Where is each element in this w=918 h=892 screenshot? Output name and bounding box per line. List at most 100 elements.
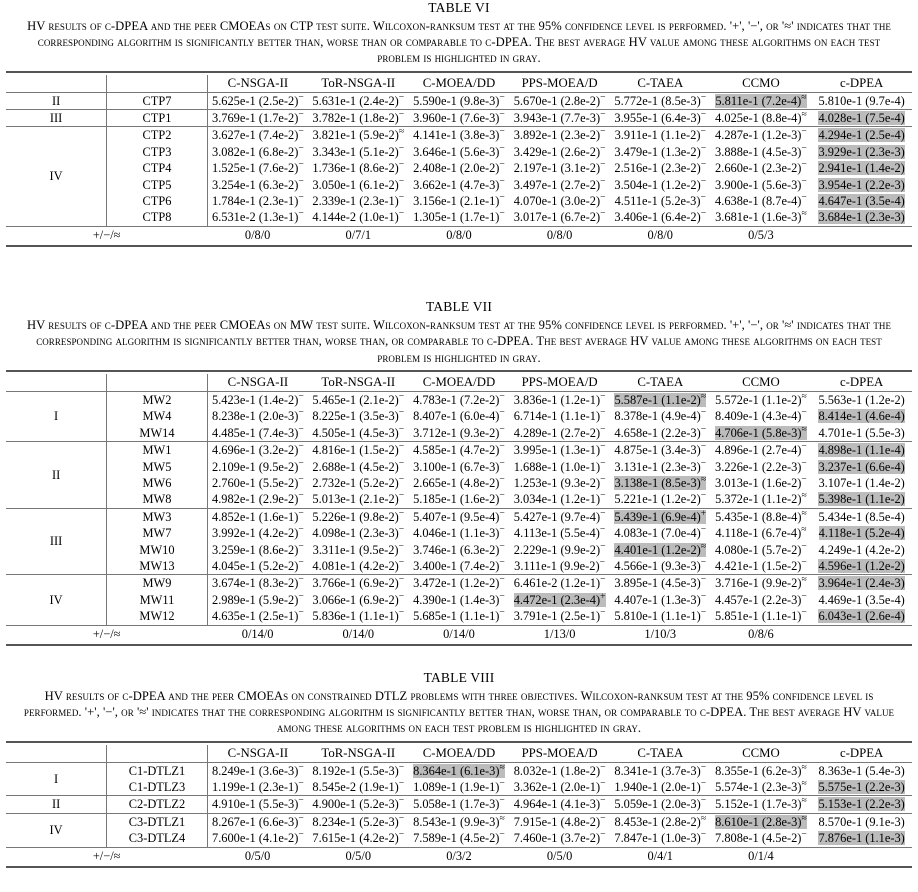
significance-marker: − [298,440,304,452]
hv-value-cell: 3.034e-1 (1.2e-1)− [509,491,610,508]
hv-value-cell: 4.028e-1 (7.5e-4) [811,109,912,127]
hv-value-cell: 2.109e-1 (9.5e-2)− [207,458,308,475]
column-header-c-dpea: c-DPEA [811,74,912,93]
hv-value: 1.940e-1 (2.0e-1)− [614,777,707,794]
hv-value-cell: 3.343e-1 (5.1e-2)− [308,143,409,160]
hv-value: 4.287e-1 (1.2e-3)− [715,126,807,143]
significance-marker: − [600,812,606,824]
significance-marker: − [298,795,304,807]
significance-marker: − [499,829,505,841]
significance-marker: − [499,208,505,220]
table-row: CTP3 3.082e-1 (6.8e-2)− 3.343e-1 (5.1e-2)−… [6,142,912,161]
hv-value-cell: 5.058e-1 (1.7e-3)− [408,795,510,814]
significance-marker: − [298,540,304,552]
hv-value-cell: 5.427e-1 (9.7e-4)− [509,507,610,526]
significance-marker: − [700,191,706,203]
significance-marker: − [700,777,707,789]
significance-marker: ≈ [801,795,807,807]
hv-value-cell: 1.089e-1 (1.9e-1)− [409,779,510,796]
hv-value-cell: 5.851e-1 (1.1e-1)− [711,608,812,625]
problem-name-cell: CTP6 [106,193,208,210]
significance-marker: ≈ [801,91,807,103]
problem-name-cell: MW9 [106,574,208,592]
hv-value: 3.955e-1 (6.4e-3)− [614,108,707,126]
hv-value: 4.046e-1 (1.1e-3)− [413,524,505,541]
hv-value-cell: 4.706e-1 (5.8e-3)≈ [711,424,812,442]
significance-marker: − [398,175,405,187]
hv-value: 4.816e-1 (1.5e-2)− [312,440,405,458]
significance-marker: − [700,795,707,807]
hv-value-cell: 4.401e-1 (1.2e-2)≈ [610,541,711,558]
hv-value-cell: 7.615e-1 (4.2e-2)− [308,830,409,847]
significance-marker: − [398,795,405,807]
hv-value-cell: 3.681e-1 (1.6e-3)≈ [711,209,812,226]
hv-value: 4.566e-1 (9.3e-3)− [614,556,707,573]
problem-name-cell: MW3 [106,507,208,526]
hv-value-cell: 3.895e-1 (4.5e-3)− [609,574,711,592]
hv-value-cell: 5.434e-1 (8.5e-4) [811,507,912,526]
hv-value-cell: 5.423e-1 (1.4e-2)− [207,391,308,408]
hv-value: 3.082e-1 (6.8e-2)− [212,142,304,159]
hv-value: 4.696e-1 (3.2e-2)− [212,440,304,458]
hv-value: 4.635e-1 (2.5e-1)− [212,607,304,624]
hv-value-cell: 3.138e-1 (8.5e-3)≈ [610,474,711,491]
hv-value: 4.081e-1 (4.2e-2)− [312,556,405,573]
summary-label: +/−/≈ [6,846,208,865]
table-row: C3-DTLZ4 7.600e-1 (4.1e-2)− 7.615e-1 (4.2e… [6,829,912,848]
hv-value-cell: 6.531e-2 (1.3e-1)− [207,209,308,226]
hv-value-cell: 3.066e-1 (6.9e-2)− [308,591,409,608]
hv-value: 3.674e-1 (8.3e-2)− [212,574,304,591]
hv-value: 8.238e-1 (2.0e-3)− [212,407,304,424]
hv-value-cell: 3.497e-1 (2.7e-2)− [509,176,610,193]
hv-value-cell: 4.294e-1 (2.5e-4) [811,126,912,144]
hv-value: 7.808e-1 (4.5e-2)− [715,829,807,846]
header-problem-col [106,74,208,93]
significance-marker: − [499,574,505,586]
significance-marker: − [298,473,304,485]
summary-cell: 0/5/0 [207,846,308,865]
hv-value-cell: 5.059e-1 (2.0e-3)− [609,795,711,814]
significance-marker: − [298,524,304,535]
problem-name-cell: C3-DTLZ4 [106,830,208,848]
hv-value-cell: 5.439e-1 (6.9e-4)+ [609,507,711,526]
significance-marker: − [298,407,304,419]
hv-value-cell: 7.600e-1 (4.1e-2)− [207,830,308,847]
hv-value-cell: 4.249e-1 (4.2e-2) [811,542,912,558]
hv-value-cell: 3.992e-1 (4.2e-2)− [207,525,308,541]
significance-marker: ≈ [801,812,807,824]
significance-marker: − [600,159,606,171]
hv-value-cell: 4.898e-1 (1.1e-4) [811,441,912,459]
hv-value-cell: 1.940e-1 (2.0e-1)− [610,779,711,796]
hv-value: 3.684e-1 (2.3e-3) [818,210,905,225]
hv-value: 2.229e-1 (9.9e-2)− [513,540,606,557]
significance-marker: − [499,407,505,419]
significance-marker: − [600,390,606,402]
hv-value: 5.372e-1 (1.1e-2)≈ [715,490,807,507]
hv-value-cell: 4.505e-1 (4.5e-3)− [308,424,409,442]
hv-value: 8.234e-1 (5.2e-3)− [312,812,405,829]
significance-marker: − [298,191,304,203]
significance-marker: − [801,440,807,452]
column-header-ccmo: CCMO [710,74,812,93]
hv-value: 5.423e-1 (1.4e-2)− [212,390,304,407]
significance-marker: − [600,540,606,552]
hv-value: 3.406e-1 (6.4e-2)− [614,208,707,225]
table-top-rule [6,369,912,374]
hv-value: 8.192e-1 (5.5e-3)− [312,761,405,778]
hv-value-cell: 8.234e-1 (5.2e-3)− [307,812,409,831]
summary-cell: 0/8/0 [207,225,308,244]
hv-value-cell: 3.911e-1 (1.1e-2)− [609,126,711,144]
significance-marker: − [700,490,707,502]
hv-value: 3.429e-1 (2.6e-2)− [513,142,606,159]
hv-value-cell: 4.701e-1 (5.5e-3) [811,425,912,442]
table-row: MW10 3.259e-1 (8.6e-2)− 3.311e-1 (9.5e-2)−… [6,540,912,558]
significance-marker: − [499,91,505,103]
hv-value-cell: 4.635e-1 (2.5e-1)− [207,608,308,625]
hv-value: 3.892e-1 (2.3e-2)− [513,126,606,143]
hv-value-cell: 3.082e-1 (6.8e-2)− [207,142,308,160]
summary-row: +/−/≈ 0/8/0 0/7/1 0/8/0 0/8/0 0/8/0 0/5/3 [6,225,912,244]
column-header-tor-nsga-ii: ToR-NSGA-II [307,744,409,763]
hv-value-cell: 1.199e-1 (2.3e-1)− [207,779,308,796]
hv-value-cell: 4.875e-1 (3.4e-3)− [609,441,711,459]
